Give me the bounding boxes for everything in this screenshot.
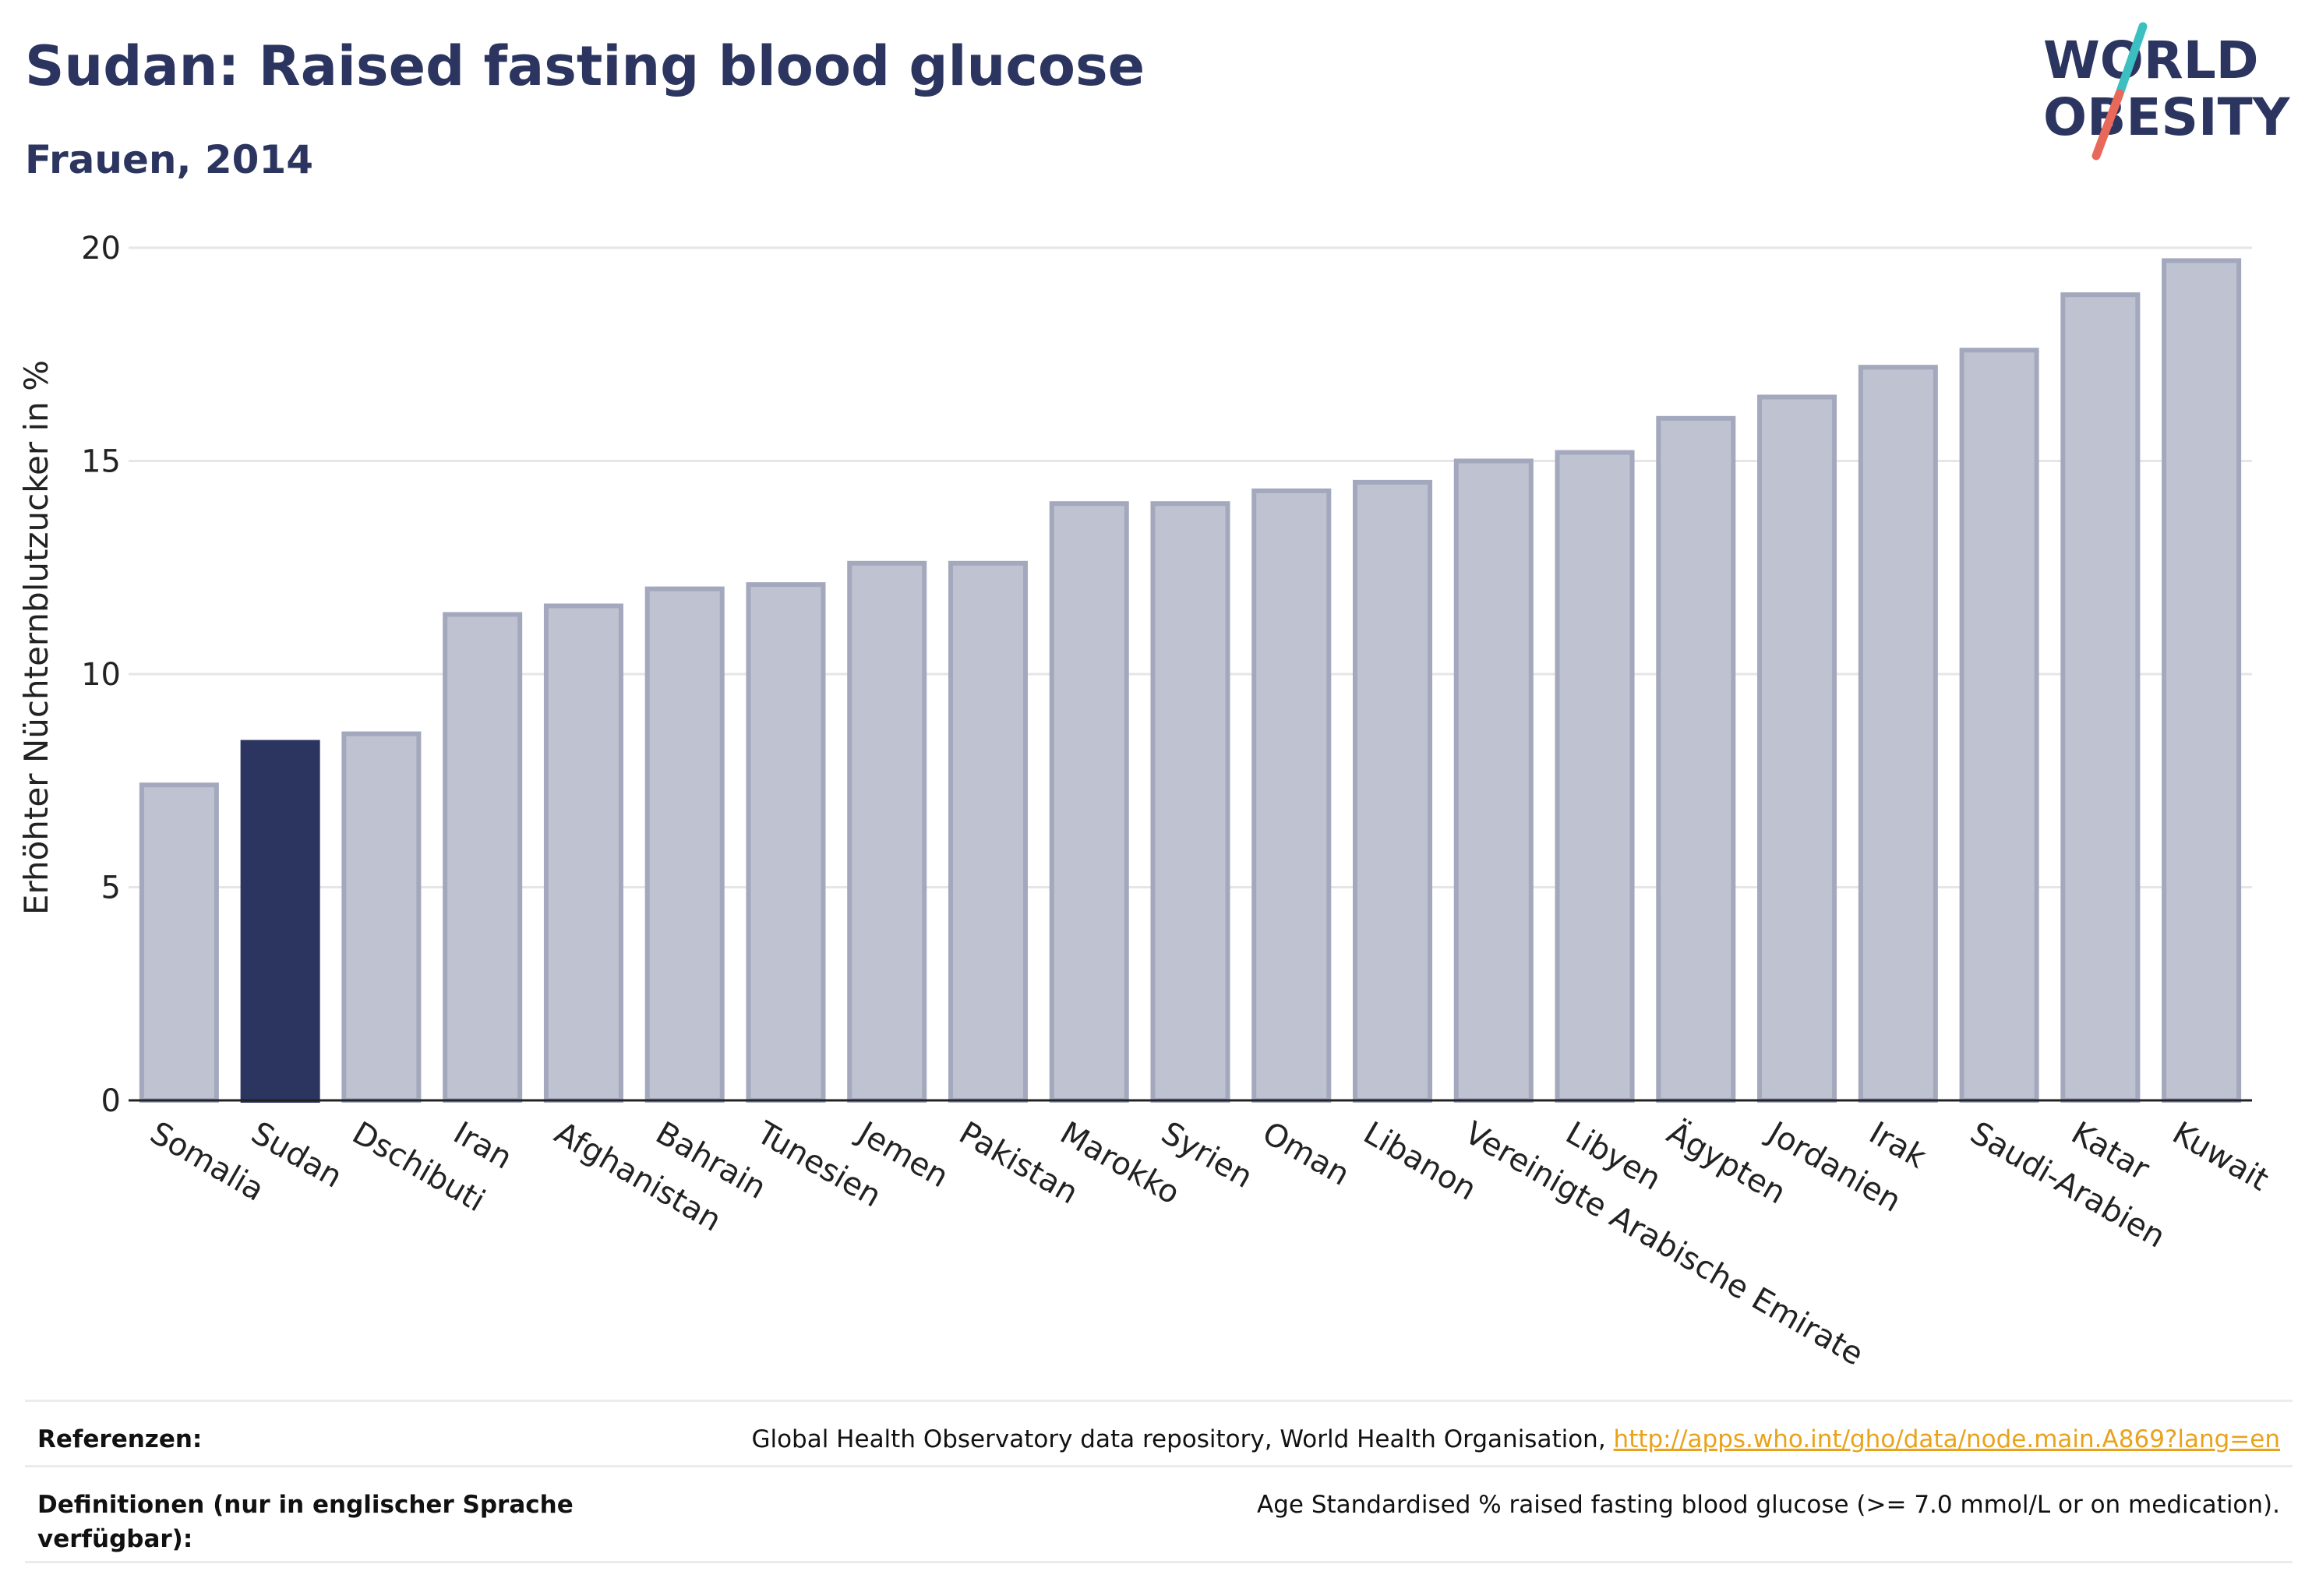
y-axis-label: Erhöhter Nüchternblutzucker in % (17, 359, 55, 916)
bar-vereinigte-arabische-emirate (1453, 458, 1534, 1103)
bar-dschibuti (341, 731, 422, 1103)
chart-subtitle: Frauen, 2014 (25, 137, 314, 182)
y-tick-label: 0 (101, 1083, 121, 1119)
definitions-value: Age Standardised % raised fasting blood … (1257, 1491, 2280, 1519)
bar-bahrain (644, 586, 725, 1103)
x-tick-label: Iran (447, 1115, 518, 1177)
bar-irak (1858, 365, 1938, 1103)
bar-ägypten (1656, 415, 1736, 1103)
x-tick-label: Somalia (144, 1115, 270, 1209)
chart-title: Sudan: Raised fasting blood glucose (25, 34, 1145, 98)
bar-iran (443, 612, 523, 1103)
y-tick-label: 20 (81, 231, 121, 267)
references-label: Referenzen: (37, 1425, 203, 1453)
bar-jemen (847, 560, 927, 1103)
bar-afghanistan (543, 603, 623, 1103)
bar-pakistan (948, 560, 1028, 1103)
bar-kuwait (2162, 258, 2242, 1103)
y-tick-label: 15 (81, 444, 121, 480)
bar-libyen (1555, 450, 1635, 1103)
y-tick-label: 5 (101, 870, 121, 906)
definitions-row: Definitionen (nur in englischer Sprache … (25, 1465, 2293, 1563)
bars (139, 258, 2242, 1103)
logo-word-obesity: OBESITY (2043, 87, 2291, 147)
bar-somalia (139, 782, 219, 1103)
x-tick-label: Libanon (1357, 1115, 1482, 1208)
references-text: Global Health Observatory data repositor… (751, 1425, 1614, 1453)
x-tick-label: Kuwait (2166, 1115, 2275, 1199)
logo-word-world: WORLD (2043, 30, 2259, 90)
bar-jordanien (1757, 394, 1837, 1103)
y-tick-labels: 0 5 10 15 20 (81, 231, 121, 1119)
bar-sudan (240, 740, 320, 1103)
definitions-label: Definitionen (nur in englischer Sprache … (37, 1491, 574, 1553)
references-link[interactable]: http://apps.who.int/gho/data/node.main.A… (1613, 1425, 2280, 1453)
world-obesity-logo: WORLD OBESITY (2043, 22, 2291, 161)
bar-marokko (1049, 501, 1129, 1103)
bar-tunesien (746, 582, 826, 1103)
footer-table: Referenzen: Global Health Observatory da… (25, 1400, 2293, 1563)
references-value: Global Health Observatory data repositor… (751, 1422, 2280, 1457)
x-tick-label: Irak (1863, 1115, 1933, 1176)
bar-oman (1251, 488, 1332, 1103)
x-tick-label: Saudi-Arabien (1964, 1115, 2172, 1255)
logo-slash-teal (2115, 22, 2148, 98)
bar-saudi-arabien (1959, 348, 2039, 1103)
bar-syrien (1150, 501, 1230, 1103)
y-tick-label: 10 (81, 657, 121, 693)
logo-slash-coral (2091, 89, 2124, 161)
bar-libanon (1353, 479, 1433, 1103)
bar-katar (2060, 292, 2141, 1103)
references-row: Referenzen: Global Health Observatory da… (25, 1400, 2293, 1465)
x-tick-label: Oman (1256, 1115, 1355, 1193)
